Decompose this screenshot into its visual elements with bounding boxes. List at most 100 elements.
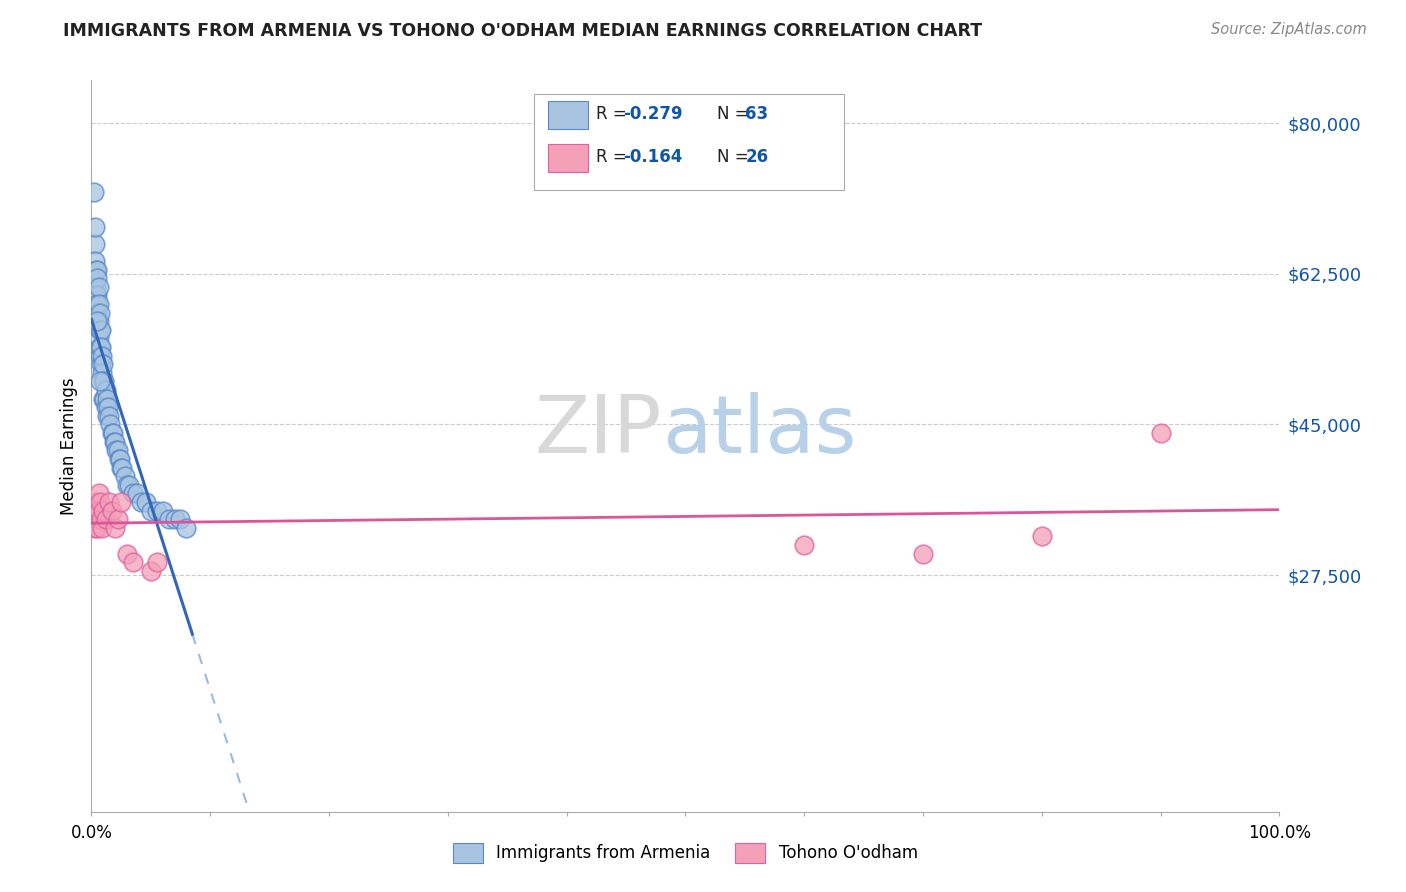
Point	[87, 280, 110, 294]
Point	[89, 349, 111, 363]
Point	[84, 262, 107, 277]
Point	[145, 503, 167, 517]
Point	[96, 392, 118, 406]
Point	[1149, 426, 1171, 441]
Point	[97, 401, 120, 415]
Text: 63: 63	[745, 105, 768, 123]
Point	[152, 503, 174, 517]
Point	[100, 426, 122, 441]
Text: ZIP: ZIP	[534, 392, 662, 470]
Point	[87, 486, 110, 500]
Point	[90, 323, 112, 337]
Point	[91, 366, 114, 380]
Point	[86, 288, 108, 302]
Point	[87, 314, 110, 328]
Point	[104, 434, 127, 449]
Point	[104, 521, 127, 535]
Point	[103, 434, 125, 449]
Text: R =: R =	[596, 148, 633, 166]
Point	[84, 254, 107, 268]
Point	[98, 409, 121, 423]
Point	[84, 236, 107, 251]
Point	[87, 297, 110, 311]
Point	[93, 392, 115, 406]
Point	[100, 417, 122, 432]
Point	[93, 375, 115, 389]
Point	[163, 512, 186, 526]
Point	[176, 521, 198, 535]
Point	[157, 512, 180, 526]
Point	[91, 357, 114, 371]
Point	[84, 219, 107, 234]
Point	[90, 512, 112, 526]
Point	[91, 375, 114, 389]
Point	[91, 392, 114, 406]
Point	[84, 503, 107, 517]
Point	[96, 409, 118, 423]
Point	[91, 521, 114, 535]
Point	[86, 305, 108, 319]
Point	[84, 495, 107, 509]
Point	[129, 495, 152, 509]
Legend: Immigrants from Armenia, Tohono O'odham: Immigrants from Armenia, Tohono O'odham	[446, 837, 925, 869]
Point	[1031, 529, 1053, 543]
Point	[108, 451, 131, 466]
Text: R =: R =	[596, 105, 633, 123]
Point	[84, 521, 107, 535]
Text: -0.164: -0.164	[623, 148, 682, 166]
Point	[135, 495, 157, 509]
Point	[90, 357, 112, 371]
Point	[911, 547, 934, 561]
Text: IMMIGRANTS FROM ARMENIA VS TOHONO O'ODHAM MEDIAN EARNINGS CORRELATION CHART: IMMIGRANTS FROM ARMENIA VS TOHONO O'ODHA…	[63, 22, 983, 40]
Point	[107, 512, 129, 526]
Point	[145, 555, 167, 569]
Point	[139, 503, 162, 517]
Point	[101, 426, 124, 441]
Text: Source: ZipAtlas.com: Source: ZipAtlas.com	[1211, 22, 1367, 37]
Point	[107, 443, 129, 458]
Point	[91, 349, 114, 363]
Point	[110, 495, 132, 509]
Text: N =: N =	[717, 148, 754, 166]
Text: N =: N =	[717, 105, 754, 123]
Point	[89, 495, 111, 509]
Point	[89, 375, 111, 389]
Point	[793, 538, 815, 552]
Text: -0.279: -0.279	[623, 105, 682, 123]
Point	[87, 503, 110, 517]
Point	[83, 185, 105, 199]
Point	[86, 521, 108, 535]
Point	[86, 262, 108, 277]
Point	[86, 314, 108, 328]
Point	[84, 512, 107, 526]
Point	[86, 297, 108, 311]
Point	[94, 383, 117, 397]
Point	[122, 555, 145, 569]
Point	[84, 288, 107, 302]
Point	[89, 340, 111, 354]
Y-axis label: Median Earnings: Median Earnings	[59, 377, 77, 515]
Point	[89, 305, 111, 319]
Point	[94, 512, 117, 526]
Point	[122, 486, 145, 500]
Point	[169, 512, 191, 526]
Point	[89, 323, 111, 337]
Text: atlas: atlas	[662, 392, 856, 470]
Point	[118, 477, 141, 491]
Point	[110, 460, 132, 475]
Point	[94, 401, 117, 415]
Point	[100, 503, 122, 517]
Point	[125, 486, 148, 500]
Point	[91, 503, 114, 517]
Point	[111, 460, 134, 475]
Point	[115, 547, 138, 561]
Point	[87, 331, 110, 345]
Point	[98, 495, 121, 509]
Point	[115, 477, 138, 491]
Point	[139, 564, 162, 578]
Point	[107, 451, 129, 466]
Point	[86, 271, 108, 285]
Point	[86, 503, 108, 517]
Point	[105, 443, 128, 458]
Point	[90, 340, 112, 354]
